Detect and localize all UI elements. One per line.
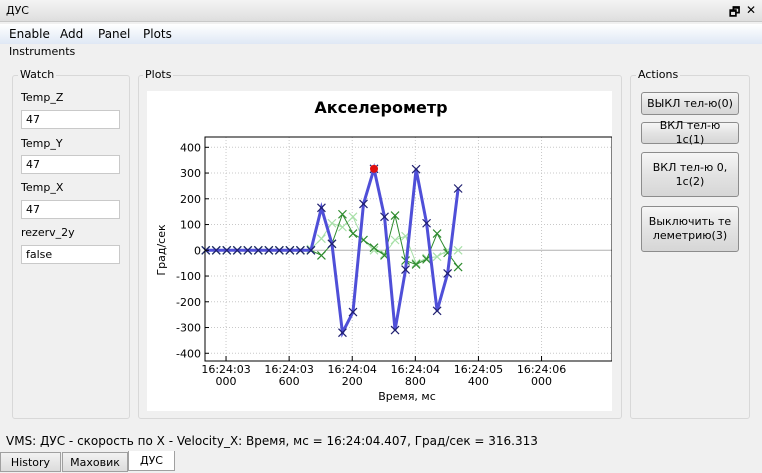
field-label: Temp_Y — [21, 137, 63, 150]
selected-point — [370, 164, 379, 173]
status-bar: VMS: ДУС - скорость по X - Velocity_X: В… — [6, 434, 538, 448]
window-titlebar: ДУС 🗗 ✕ — [0, 0, 762, 22]
data-point-marker — [390, 325, 400, 335]
data-point-marker — [348, 229, 358, 238]
data-point-marker — [411, 164, 421, 174]
tab-dus[interactable]: ДУС — [128, 451, 175, 471]
x-tick-label: 16:24:06 — [517, 363, 566, 376]
y-tick-label: -300 — [176, 322, 201, 335]
data-point-marker — [253, 245, 263, 255]
telemetry-on-1s-button[interactable]: ВКЛ тел-ю 1с(1) — [641, 119, 739, 146]
data-point-marker — [411, 258, 421, 268]
menu-panel[interactable]: Panel — [98, 27, 131, 41]
telemetry-off-button[interactable]: ВЫКЛ тел-ю(0) — [641, 92, 739, 115]
data-point-marker — [274, 245, 284, 255]
y-tick-label: -400 — [176, 347, 201, 360]
menu-add[interactable]: Add — [60, 27, 84, 41]
y-tick-label: 400 — [180, 141, 201, 154]
actions-title: Actions — [636, 68, 681, 81]
data-point-marker — [295, 245, 305, 255]
data-point-marker — [453, 262, 463, 272]
data-point-marker — [348, 212, 358, 222]
data-point-marker — [348, 307, 358, 317]
plot-canvas[interactable]: Акселерометр Град/сек Время, мс 400 300 20… — [147, 91, 613, 411]
data-point-marker — [453, 184, 463, 193]
menu-plots[interactable]: Plots — [143, 27, 172, 41]
tab-mahovik[interactable]: Маховик — [62, 452, 128, 472]
temp-x-field[interactable]: 47 — [21, 200, 120, 219]
x-tick-label: 16:24:03 — [201, 363, 250, 376]
temp-y-field[interactable]: 47 — [21, 155, 120, 174]
data-point-marker — [285, 245, 295, 255]
data-point-marker — [264, 245, 274, 255]
data-point-marker — [232, 245, 242, 255]
menu-enable[interactable]: Enable — [9, 27, 50, 41]
data-point-marker — [369, 243, 379, 253]
data-point-marker — [327, 239, 337, 249]
data-point-marker — [359, 199, 368, 209]
x-tick-label: 000 — [531, 375, 552, 388]
x-tick-label: 600 — [279, 375, 300, 388]
accelerometer-chart[interactable]: Акселерометр Град/сек Время, мс 400 300 20… — [147, 91, 613, 411]
x-tick-label: 800 — [405, 375, 426, 388]
data-point-marker — [369, 245, 379, 255]
data-point-marker — [338, 209, 347, 219]
y-tick-label: -100 — [176, 270, 201, 283]
menu-bar: Enable Add Panel Plots — [0, 24, 762, 44]
data-point-marker — [432, 229, 442, 238]
data-point-marker — [390, 211, 400, 220]
y-tick-label: 0 — [194, 244, 201, 257]
data-point-marker — [443, 269, 453, 278]
field-label: Temp_X — [21, 181, 64, 194]
data-point-marker — [432, 306, 442, 316]
instruments-label: Instruments — [9, 45, 76, 58]
data-point-marker — [222, 245, 232, 255]
restore-icon[interactable]: 🗗 — [729, 5, 741, 19]
data-point-marker — [411, 260, 421, 269]
y-tick-label: 300 — [180, 167, 201, 180]
y-tick-label: -200 — [176, 296, 201, 309]
data-point-marker — [380, 212, 389, 222]
telemetry-disable-button[interactable]: Выключить те леметрию(3) — [641, 206, 739, 252]
plots-title: Plots — [143, 68, 174, 81]
y-tick-label: 100 — [180, 219, 201, 232]
rezerv-2y-field[interactable]: false — [21, 245, 120, 264]
x-tick-label: 16:24:03 — [264, 363, 313, 376]
x-tick-label: 16:24:04 — [391, 363, 440, 376]
data-point-marker — [401, 265, 410, 275]
x-tick-label: 400 — [468, 375, 489, 388]
data-point-marker — [243, 245, 253, 255]
data-point-marker — [306, 245, 316, 255]
telemetry-on-0-1s-button[interactable]: ВКЛ тел-ю 0, 1с(2) — [641, 152, 739, 197]
data-point-marker — [316, 251, 326, 260]
x-tick-label: 000 — [216, 375, 237, 388]
field-label: Temp_Z — [21, 91, 64, 104]
window-title: ДУС — [6, 4, 29, 17]
watch-title: Watch — [18, 68, 57, 81]
tab-history[interactable]: History — [0, 452, 61, 472]
y-tick-label: 200 — [180, 193, 201, 206]
y-axis-label: Град/сек — [155, 224, 168, 276]
data-point-marker — [338, 222, 347, 232]
data-point-marker — [316, 234, 326, 244]
data-point-marker — [453, 245, 463, 255]
data-point-marker — [432, 252, 442, 262]
x-tick-label: 200 — [342, 375, 363, 388]
data-point-marker — [316, 203, 326, 213]
data-point-marker — [327, 218, 337, 228]
x-axis-label: Время, мс — [378, 390, 436, 403]
data-point-marker — [338, 328, 347, 338]
close-icon[interactable]: ✕ — [746, 3, 757, 17]
field-label: rezerv_2y — [21, 226, 75, 239]
x-tick-label: 16:24:04 — [328, 363, 377, 376]
data-point-marker — [390, 235, 400, 245]
chart-title: Акселерометр — [314, 98, 447, 117]
data-point-marker — [211, 245, 221, 255]
temp-z-field[interactable]: 47 — [21, 110, 120, 129]
data-point-marker — [422, 218, 432, 228]
x-tick-label: 16:24:05 — [454, 363, 503, 376]
